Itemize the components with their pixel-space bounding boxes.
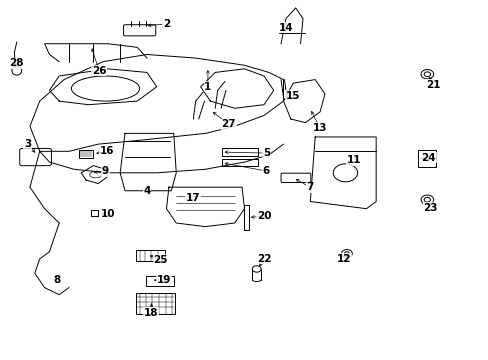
Text: 5: 5 bbox=[262, 148, 269, 158]
Text: 26: 26 bbox=[92, 66, 106, 76]
Bar bbox=[136, 293, 175, 315]
Text: 8: 8 bbox=[53, 275, 61, 285]
Text: 10: 10 bbox=[101, 209, 115, 219]
Bar bbox=[136, 250, 164, 261]
Text: 12: 12 bbox=[337, 254, 351, 264]
Text: 20: 20 bbox=[256, 211, 271, 221]
Text: 11: 11 bbox=[346, 155, 361, 165]
Text: 28: 28 bbox=[10, 58, 24, 68]
Text: 14: 14 bbox=[278, 23, 293, 33]
Text: 24: 24 bbox=[421, 153, 435, 163]
Text: 16: 16 bbox=[100, 146, 114, 156]
Bar bbox=[417, 150, 435, 167]
Text: 25: 25 bbox=[153, 255, 167, 265]
Text: 23: 23 bbox=[423, 203, 437, 213]
Text: 27: 27 bbox=[221, 120, 236, 129]
Text: 22: 22 bbox=[256, 254, 271, 264]
Text: 1: 1 bbox=[204, 82, 211, 92]
Text: 21: 21 bbox=[426, 80, 440, 90]
Bar bbox=[221, 159, 258, 166]
Text: 9: 9 bbox=[102, 166, 109, 176]
Text: 7: 7 bbox=[306, 182, 313, 192]
Text: 19: 19 bbox=[157, 275, 171, 285]
Text: 2: 2 bbox=[163, 19, 170, 29]
Text: 3: 3 bbox=[24, 139, 31, 149]
Text: 4: 4 bbox=[143, 186, 150, 196]
Text: 17: 17 bbox=[185, 193, 200, 203]
Bar bbox=[79, 150, 93, 158]
Text: 13: 13 bbox=[312, 123, 326, 133]
Bar bbox=[221, 148, 258, 156]
Bar bbox=[146, 276, 174, 286]
Text: 6: 6 bbox=[262, 166, 269, 176]
Text: 18: 18 bbox=[143, 308, 158, 318]
Text: 15: 15 bbox=[285, 91, 300, 101]
